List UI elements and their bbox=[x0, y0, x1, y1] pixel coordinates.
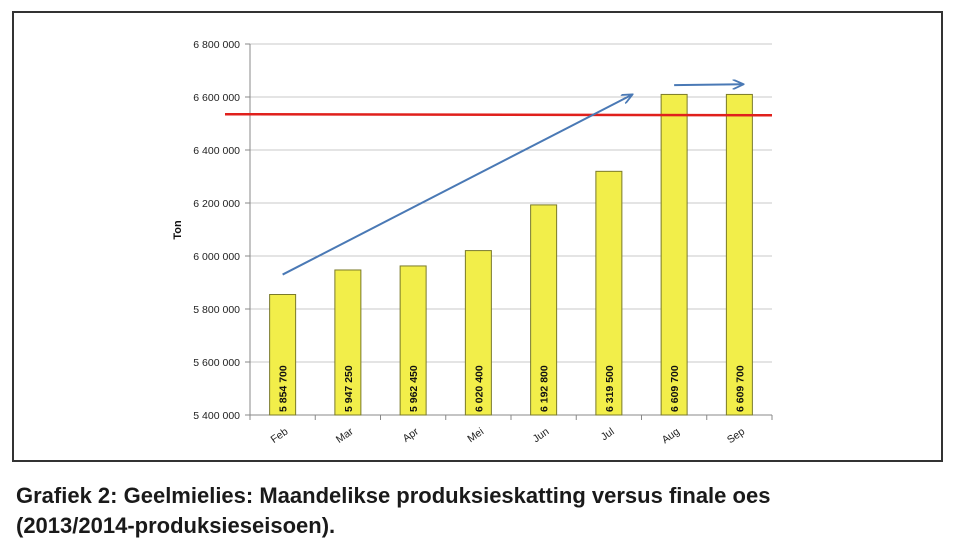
bar-jun bbox=[530, 204, 558, 416]
bar-value-label: 5 854 700 bbox=[278, 365, 290, 412]
y-tick-label: 6 000 000 bbox=[193, 251, 240, 263]
y-tick-label: 5 600 000 bbox=[193, 357, 240, 369]
caption-line-2: (2013/2014-produksieseisoen). bbox=[16, 513, 336, 538]
y-axis-title: Ton bbox=[172, 220, 184, 240]
bar-jul bbox=[595, 170, 623, 416]
bar-value-label: 6 609 700 bbox=[734, 365, 746, 412]
bar-value-label: 6 319 500 bbox=[604, 365, 616, 412]
yellow-maize-production-chart: 5 400 000 5 600 000 5 800 000 6 000 000 6 20… bbox=[172, 39, 773, 447]
y-tick-label: 6 600 000 bbox=[193, 92, 240, 104]
x-tick-label: Jul bbox=[599, 426, 617, 444]
x-tick-label: Mar bbox=[334, 425, 356, 445]
trend-arrow-2 bbox=[674, 84, 743, 85]
bar-value-label: 6 020 400 bbox=[473, 365, 485, 412]
x-tick-label: Jun bbox=[531, 426, 552, 446]
bar-feb bbox=[269, 294, 297, 416]
y-tick-label: 5 400 000 bbox=[193, 410, 240, 422]
bar-value-label: 5 947 250 bbox=[343, 365, 355, 412]
y-tick-label: 6 400 000 bbox=[193, 145, 240, 157]
bar-apr bbox=[399, 265, 427, 416]
caption-line-1: Grafiek 2: Geelmielies: Maandelikse prod… bbox=[16, 483, 771, 508]
bar-sep bbox=[725, 93, 753, 416]
x-tick-label: Apr bbox=[401, 425, 422, 444]
y-tick-label: 5 800 000 bbox=[193, 304, 240, 316]
trend-arrow-1 bbox=[282, 95, 632, 276]
x-tick-label: Feb bbox=[269, 426, 291, 446]
y-tick-label: 6 800 000 bbox=[193, 39, 240, 51]
bar-value-label: 6 192 800 bbox=[539, 365, 551, 412]
x-tick-label: Sep bbox=[725, 426, 747, 447]
figure-caption: Grafiek 2: Geelmielies: Maandelikse prod… bbox=[16, 481, 946, 541]
y-tick-label: 6 200 000 bbox=[193, 198, 240, 210]
bar-mei bbox=[464, 250, 492, 416]
bar-mar bbox=[334, 269, 362, 416]
bar-value-label: 5 962 450 bbox=[408, 365, 420, 412]
x-tick-label: Mei bbox=[465, 426, 486, 446]
x-tick-label: Aug bbox=[660, 426, 682, 447]
bar-value-label: 6 609 700 bbox=[669, 365, 681, 412]
bar-aug bbox=[660, 93, 688, 416]
reference-line bbox=[224, 112, 773, 117]
